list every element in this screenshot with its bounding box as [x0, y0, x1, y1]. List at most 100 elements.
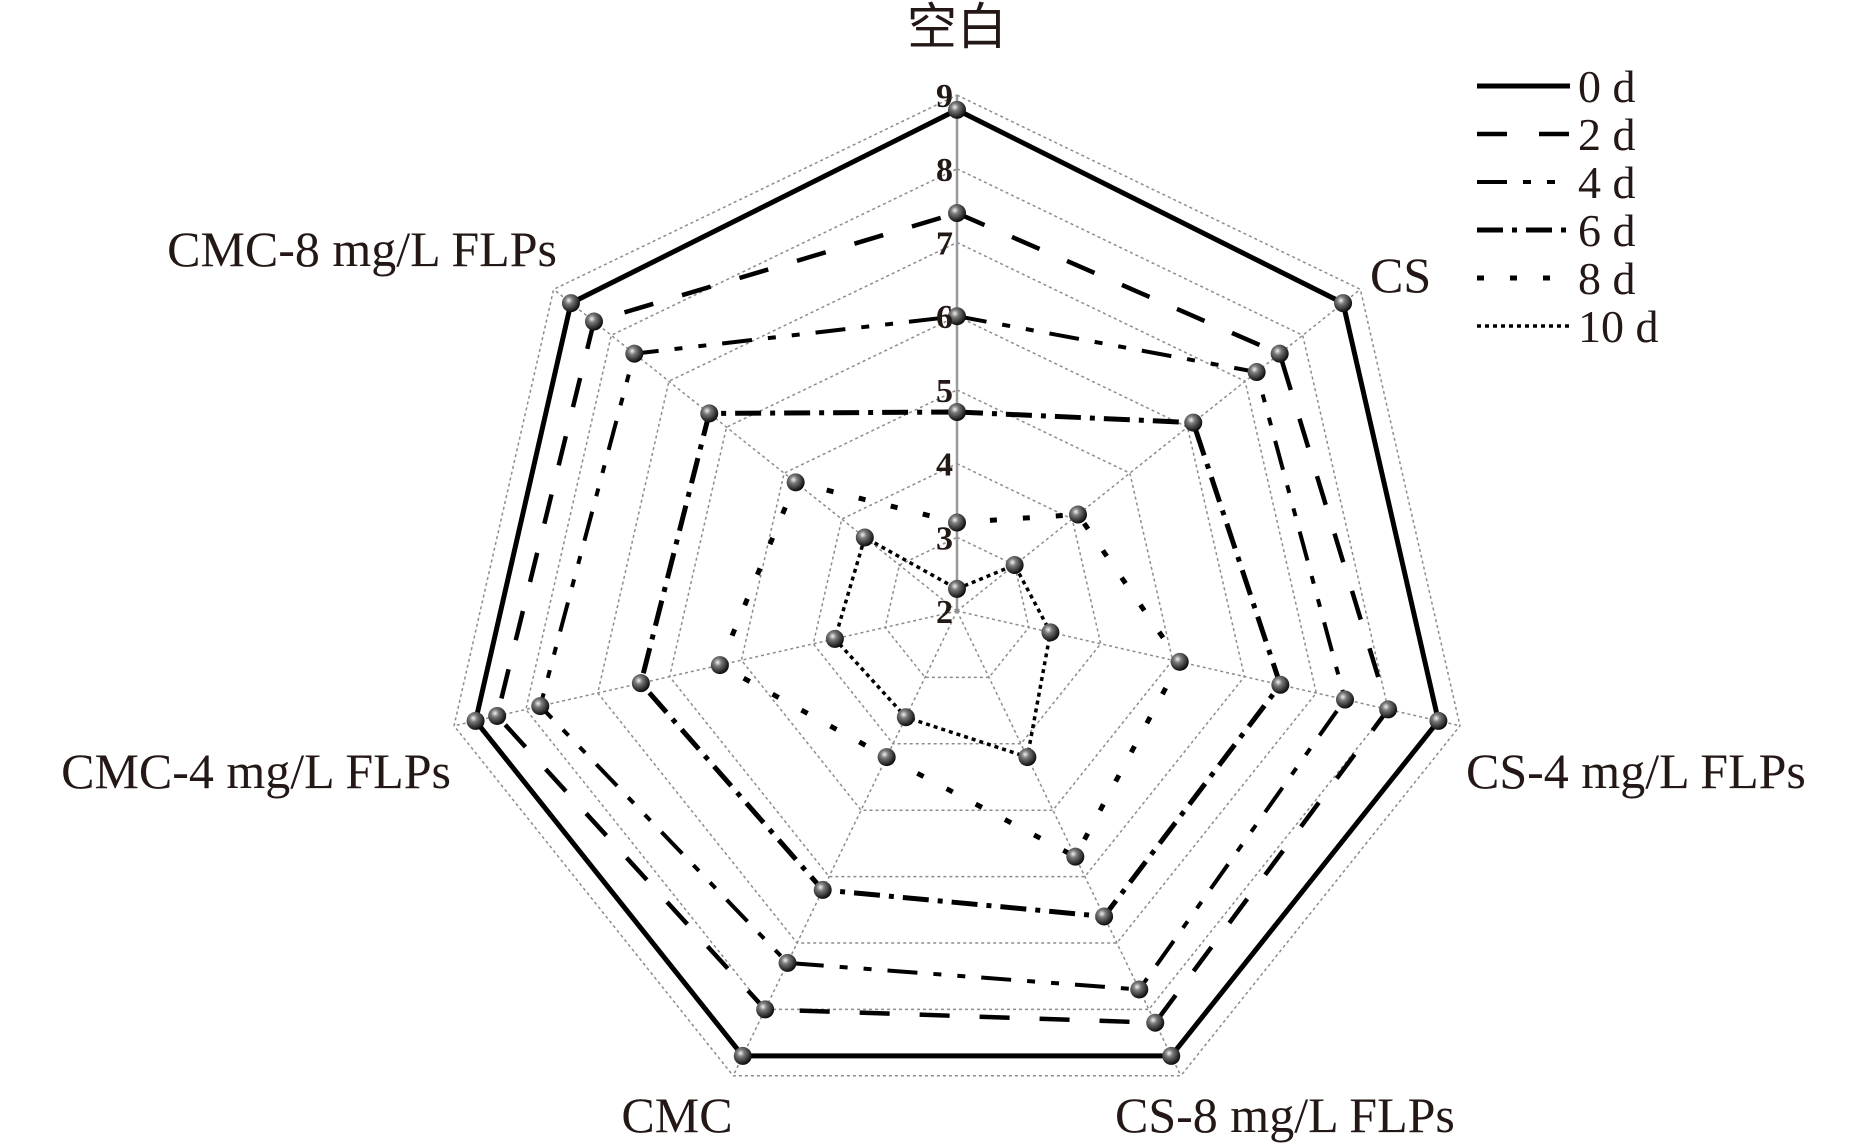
series-8d — [716, 479, 1183, 861]
axis-spoke — [956, 288, 1361, 612]
series-line — [538, 314, 1348, 992]
grid-ring — [740, 389, 1174, 811]
series-6d — [638, 409, 1284, 920]
data-point — [1379, 700, 1398, 719]
series-0d — [472, 107, 1442, 1059]
axis-label: CMC — [621, 1087, 732, 1143]
legend-label: 6 d — [1578, 205, 1636, 256]
axis-label: CMC-4 mg/L FLPs — [61, 743, 451, 799]
legend: 0 d2 d4 d6 d8 d10 d — [1477, 61, 1659, 352]
grid-ring — [525, 167, 1389, 1011]
data-point — [1018, 748, 1037, 767]
data-point — [1247, 363, 1266, 382]
data-point — [948, 204, 966, 223]
series-10d — [832, 534, 1053, 760]
series-line — [832, 534, 1053, 760]
grid-ring — [453, 94, 1461, 1077]
grid-ring — [812, 462, 1102, 745]
radial-tick-label: 3 — [936, 520, 953, 557]
data-point — [710, 656, 729, 675]
legend-label: 0 d — [1578, 61, 1636, 112]
data-point — [1066, 847, 1085, 866]
data-point — [948, 513, 966, 532]
data-point — [531, 697, 550, 716]
data-point — [488, 706, 507, 725]
data-point — [778, 953, 797, 972]
radial-tick-label: 8 — [936, 152, 953, 189]
data-point — [948, 403, 966, 422]
data-point — [1170, 652, 1189, 671]
data-point — [1146, 1013, 1165, 1032]
data-point — [1130, 980, 1149, 999]
data-point — [631, 674, 650, 693]
legend-label: 10 d — [1578, 301, 1659, 352]
data-point — [948, 100, 966, 119]
data-point — [1184, 413, 1203, 432]
axis-spoke — [732, 610, 958, 1077]
axis-spoke — [453, 610, 958, 727]
axis-labels: 空白 CS CS-4 mg/L FLPs CS-8 mg/L FLPs CMC CMC-4… — [61, 0, 1806, 1143]
radial-tick-labels: 2 3 4 5 6 7 8 9 — [936, 78, 953, 631]
data-point — [1270, 344, 1289, 363]
data-point — [733, 1046, 752, 1065]
data-point — [1095, 907, 1114, 926]
axis-label: CMC-8 mg/L FLPs — [167, 221, 557, 277]
data-point — [756, 1000, 775, 1019]
data-point — [584, 312, 603, 331]
data-point — [1005, 556, 1024, 575]
radial-tick-label: 6 — [936, 299, 953, 336]
data-point — [896, 708, 915, 727]
legend-item: 6 d — [1477, 205, 1636, 256]
data-point — [813, 880, 832, 899]
legend-item: 8 d — [1477, 253, 1636, 304]
series-2d — [494, 210, 1391, 1025]
axis-spoke — [553, 288, 958, 612]
data-point — [466, 711, 485, 730]
radial-tick-label: 9 — [936, 78, 953, 115]
series-4d — [538, 314, 1348, 992]
legend-label: 2 d — [1578, 109, 1636, 160]
radial-tick-label: 5 — [936, 373, 953, 410]
data-point — [1041, 623, 1060, 642]
legend-label: 8 d — [1578, 253, 1636, 304]
data-point — [1336, 690, 1355, 709]
series-line — [716, 479, 1183, 861]
series-line — [638, 409, 1284, 920]
data-point — [1334, 294, 1353, 313]
grid-ring — [596, 241, 1318, 944]
data-point — [825, 629, 844, 648]
data-point — [1271, 675, 1290, 694]
radial-tick-label: 4 — [936, 447, 953, 484]
radial-tick-label: 2 — [936, 594, 953, 631]
data-point — [855, 528, 874, 547]
data-point — [1069, 505, 1088, 524]
data-point — [786, 473, 805, 492]
axis-label: 空白 — [907, 0, 1007, 55]
data-point — [877, 748, 896, 767]
grid-ring — [668, 315, 1246, 878]
grid-ring — [884, 536, 1030, 679]
data-point — [561, 294, 580, 313]
data-point — [948, 307, 966, 326]
series-line — [472, 107, 1442, 1059]
radial-tick-label: 7 — [936, 226, 953, 263]
axis-label: CS-4 mg/L FLPs — [1466, 743, 1806, 799]
axis-label: CS — [1370, 247, 1431, 303]
legend-item: 2 d — [1477, 109, 1636, 160]
data-point — [700, 404, 719, 423]
data-point — [948, 579, 966, 598]
radar-grid — [453, 94, 1461, 1077]
legend-item: 0 d — [1477, 61, 1636, 112]
axis-spoke — [956, 610, 1461, 727]
axis-spoke — [956, 610, 1182, 1077]
data-point — [1162, 1046, 1181, 1065]
data-point — [625, 344, 644, 363]
legend-item: 10 d — [1477, 301, 1659, 352]
legend-item: 4 d — [1477, 157, 1636, 208]
axis-label: CS-8 mg/L FLPs — [1115, 1087, 1455, 1143]
series-group — [466, 100, 1448, 1065]
legend-label: 4 d — [1578, 157, 1636, 208]
data-point — [1429, 711, 1448, 730]
series-line — [494, 210, 1391, 1025]
